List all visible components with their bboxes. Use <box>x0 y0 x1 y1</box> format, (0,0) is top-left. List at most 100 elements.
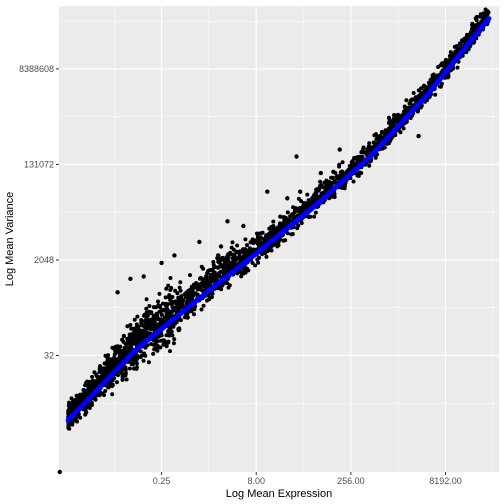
data-point <box>120 377 125 382</box>
data-point <box>404 98 409 103</box>
data-point <box>85 382 90 387</box>
data-point <box>169 310 174 315</box>
data-point <box>146 326 151 331</box>
data-point <box>100 367 105 372</box>
data-point <box>144 297 149 302</box>
data-point <box>305 192 310 197</box>
x-tick-label: 8.00 <box>247 476 265 486</box>
data-point <box>460 38 465 42</box>
data-point <box>253 263 258 268</box>
y-tick-label: 131072 <box>24 159 54 169</box>
data-point <box>77 399 82 404</box>
data-point <box>254 231 259 236</box>
data-point <box>185 315 190 320</box>
data-point <box>231 261 236 266</box>
data-point <box>216 253 221 258</box>
data-point <box>127 340 132 345</box>
data-point <box>436 65 441 69</box>
data-point <box>271 219 276 224</box>
data-point <box>134 353 139 358</box>
data-point <box>159 317 163 322</box>
outlier-point <box>318 170 323 176</box>
outlier-point <box>392 113 397 118</box>
data-point <box>379 135 384 140</box>
data-point <box>282 222 286 227</box>
data-point <box>445 75 450 80</box>
data-point <box>111 358 116 363</box>
data-point <box>167 295 172 300</box>
data-point <box>176 327 181 332</box>
data-point <box>312 214 317 219</box>
data-point <box>428 77 433 82</box>
data-point <box>338 170 343 175</box>
data-point <box>198 275 203 280</box>
data-point <box>386 115 391 120</box>
data-point <box>474 18 479 23</box>
data-point <box>235 256 240 261</box>
data-point <box>413 99 418 104</box>
data-point <box>110 345 115 350</box>
data-point <box>133 357 138 362</box>
data-point <box>92 370 97 375</box>
data-point <box>171 306 176 311</box>
data-point <box>401 126 406 131</box>
data-point <box>69 405 73 410</box>
data-point <box>247 246 252 251</box>
data-point <box>290 232 295 236</box>
data-point <box>133 330 138 335</box>
data-point <box>134 325 138 330</box>
data-point <box>165 308 169 313</box>
x-tick-label: 8192.00 <box>429 476 462 486</box>
data-point <box>404 105 409 110</box>
outlier-point <box>294 154 299 159</box>
data-point <box>173 301 178 306</box>
data-point <box>257 255 262 260</box>
fit-line <box>65 16 492 423</box>
data-point <box>189 308 194 313</box>
data-point <box>386 141 391 146</box>
data-point <box>128 323 133 327</box>
data-point <box>197 284 202 289</box>
data-point <box>109 383 114 388</box>
data-point <box>347 167 351 172</box>
data-point <box>228 252 233 257</box>
data-point <box>115 361 120 365</box>
data-point <box>422 83 426 88</box>
data-point <box>237 253 242 258</box>
data-point <box>298 206 303 211</box>
data-point <box>449 56 454 61</box>
data-point <box>278 214 283 219</box>
data-point <box>360 155 365 160</box>
data-point <box>124 377 129 382</box>
data-point <box>241 249 246 254</box>
data-point <box>231 247 236 252</box>
data-point <box>152 347 157 352</box>
data-point <box>379 129 384 134</box>
data-point <box>164 344 169 349</box>
data-point <box>178 280 183 285</box>
data-point <box>324 178 329 183</box>
x-tick-label: 0.25 <box>153 476 171 486</box>
data-point <box>271 224 276 228</box>
data-point <box>66 425 71 430</box>
x-axis-title: Log Mean Expression <box>226 488 332 500</box>
data-point <box>169 286 174 290</box>
data-point <box>177 306 182 311</box>
data-point <box>159 338 164 343</box>
data-point <box>264 254 269 259</box>
data-point <box>143 318 148 323</box>
data-point <box>120 367 125 372</box>
data-point <box>235 250 240 255</box>
data-point <box>143 353 148 358</box>
data-point <box>291 211 296 216</box>
data-point <box>242 252 247 257</box>
data-point <box>139 323 144 328</box>
data-point <box>153 313 157 318</box>
data-point <box>132 340 137 345</box>
data-point <box>356 173 361 178</box>
data-point <box>299 221 304 225</box>
data-point <box>156 299 160 304</box>
data-point <box>263 250 268 255</box>
data-point <box>455 46 460 51</box>
data-point <box>485 9 490 14</box>
